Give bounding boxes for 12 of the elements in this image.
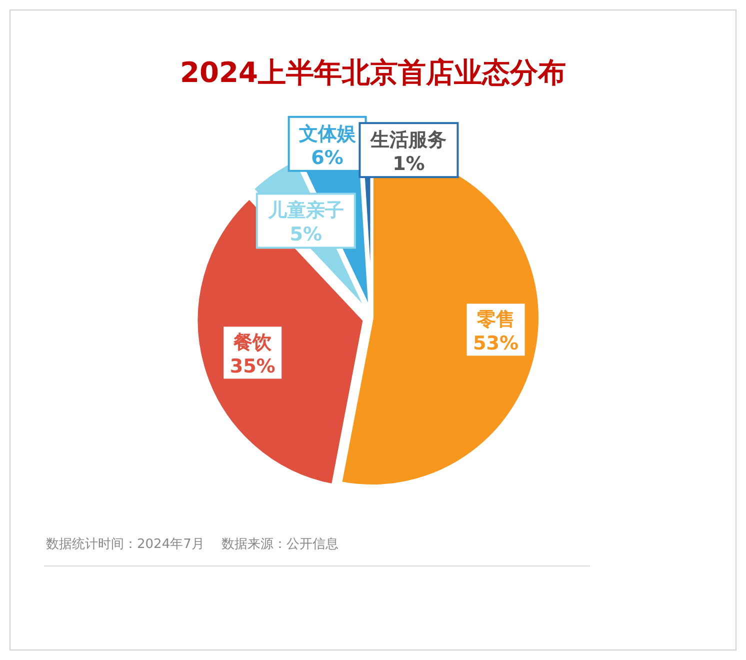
slice-label: 生活服务 bbox=[370, 129, 447, 152]
data-label: 6% bbox=[311, 146, 344, 169]
text: 数据统计时间：2024年7月 数据来源：公开信息 bbox=[46, 537, 338, 552]
data-label: 1% bbox=[392, 153, 425, 176]
chart-title: 2024上半年北京首店业态分布 bbox=[180, 56, 566, 89]
slice-label: 文体娱 bbox=[298, 122, 357, 145]
data-label: 5% bbox=[290, 224, 322, 246]
data-label: 35% bbox=[230, 356, 276, 378]
slice-label: 餐饮 bbox=[232, 332, 273, 354]
data-label: 53% bbox=[473, 332, 519, 355]
slice-label: 零售 bbox=[476, 308, 515, 331]
slice-label: 儿童亲子 bbox=[266, 200, 344, 222]
